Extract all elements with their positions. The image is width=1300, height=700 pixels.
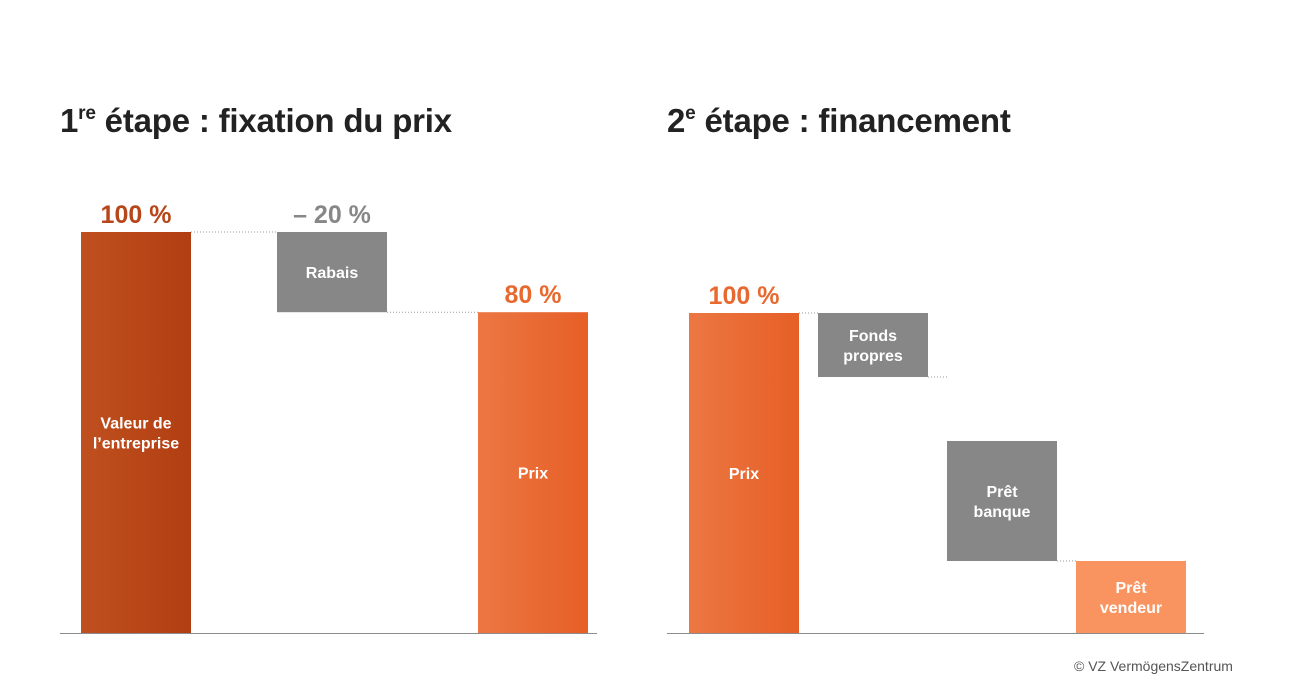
bar-label: Prix — [518, 466, 548, 483]
bar-prix — [478, 312, 588, 633]
bar-label: Prêt — [986, 484, 1018, 501]
chart-title-step1: 1re étape : fixation du prix — [60, 102, 452, 140]
bar-label: Fonds — [849, 328, 897, 345]
title-number: 2 — [667, 102, 686, 139]
bar-prêt-banque — [947, 441, 1057, 561]
bar-label: l’entreprise — [93, 436, 179, 453]
bar-fonds-propres — [818, 313, 928, 377]
title-superscript: re — [78, 103, 96, 124]
value-label: 100 % — [709, 282, 780, 310]
bar-label: Valeur de — [100, 416, 171, 433]
bar-label: Prêt — [1115, 580, 1147, 597]
title-text: étape : fixation du prix — [95, 102, 452, 139]
bar-label: propres — [843, 348, 903, 365]
value-label: 80 % — [505, 281, 562, 309]
bar-label: Prix — [729, 466, 759, 483]
value-label: – 20 % — [293, 201, 371, 229]
title-text: étape : financement — [695, 102, 1011, 139]
waterfall-chart-step1: Valeur de l’entreprise 100 % Rabais – 20 % Pr… — [60, 201, 597, 634]
bar-label: Rabais — [306, 265, 359, 282]
bar-prêt-vendeur — [1076, 561, 1186, 633]
chart-title-step2: 2e étape : financement — [667, 102, 1011, 140]
title-superscript: e — [685, 103, 696, 124]
bar-label: vendeur — [1100, 600, 1162, 617]
bar-label: banque — [974, 504, 1031, 521]
bar-prix — [689, 313, 799, 633]
waterfall-chart-step2: Prix 100 % Fonds propres Prêt banque Prêt vende… — [667, 282, 1204, 634]
title-number: 1 — [60, 102, 79, 139]
copyright-notice: © VZ VermögensZentrum — [1074, 658, 1233, 674]
value-label: 100 % — [101, 201, 172, 229]
bar-valeur-de-l-entreprise — [81, 232, 191, 633]
bar-rabais — [277, 232, 387, 313]
